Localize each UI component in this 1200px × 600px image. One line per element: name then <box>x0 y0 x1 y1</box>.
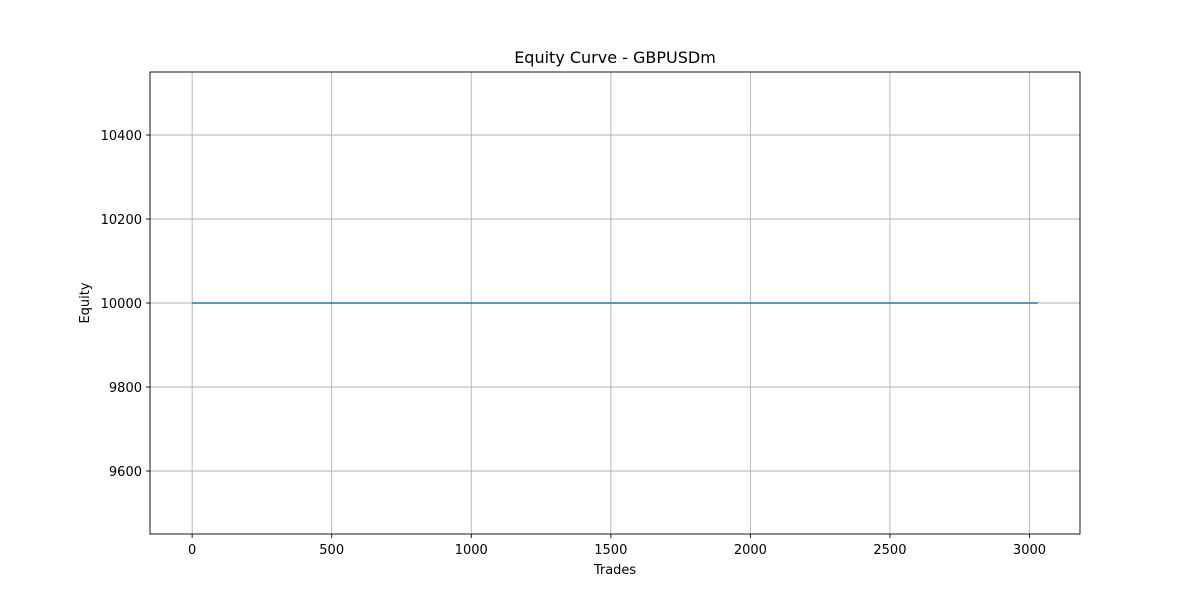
x-axis-label: Trades <box>593 563 637 578</box>
x-tick-label: 3000 <box>1013 543 1046 558</box>
y-tick-label: 10400 <box>101 129 142 144</box>
tick-layer: 0 500 1000 1500 2000 2500 3000 9600 9800 10000 102… <box>101 129 1046 558</box>
x-tick-label: 1500 <box>594 543 627 558</box>
x-tick-label: 2500 <box>873 543 906 558</box>
chart-title: Equity Curve - GBPUSDm <box>514 48 716 67</box>
x-tick-label: 0 <box>188 543 196 558</box>
y-tick-label: 9800 <box>109 381 142 396</box>
x-tick-label: 500 <box>319 543 344 558</box>
y-tick-label: 10200 <box>101 213 142 228</box>
y-axis-label: Equity <box>78 282 93 323</box>
y-tick-label: 9600 <box>109 465 142 480</box>
y-tick-label: 10000 <box>101 297 142 312</box>
x-tick-label: 2000 <box>734 543 767 558</box>
x-tick-label: 1000 <box>455 543 488 558</box>
